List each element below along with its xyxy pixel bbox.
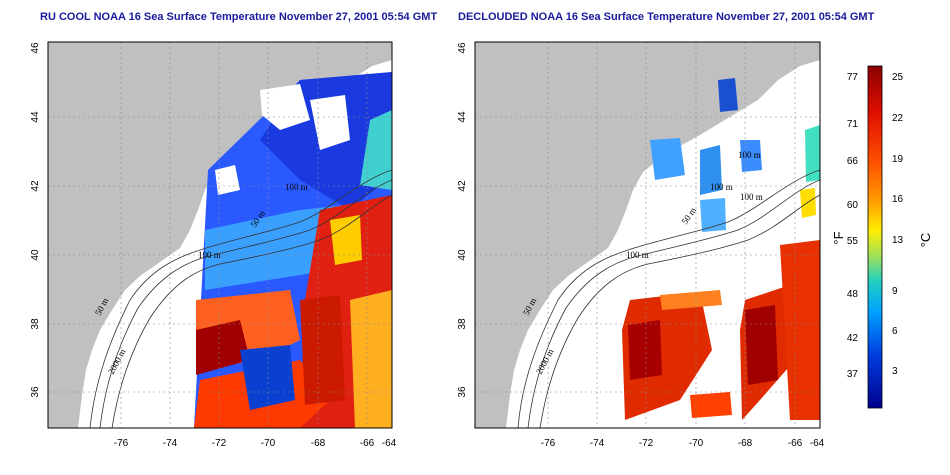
- y-tick-label: 42: [30, 180, 41, 192]
- right-x-axis: -76 -74 -72 -70 -68 -66 -64: [541, 438, 825, 449]
- x-tick-label: -64: [382, 438, 397, 449]
- left-map-frame: [47, 41, 393, 429]
- contour-label: 100 m: [626, 250, 649, 260]
- celsius-label: 22: [892, 113, 904, 124]
- x-tick-label: -72: [212, 438, 227, 449]
- right-map-frame: [474, 41, 821, 429]
- celsius-label: 3: [892, 366, 898, 377]
- celsius-label: 25: [892, 72, 904, 83]
- celsius-label: 13: [892, 235, 904, 246]
- x-tick-label: -74: [590, 438, 605, 449]
- right-panel-title: DECLOUDED NOAA 16 Sea Surface Temperatur…: [458, 11, 875, 23]
- x-tick-label: -70: [261, 438, 276, 449]
- left-x-axis: -76 -74 -72 -70 -68 -66 -64: [114, 438, 397, 449]
- y-tick-label: 46: [457, 42, 468, 54]
- left-grid: [48, 42, 392, 428]
- fahrenheit-label: 77: [847, 72, 859, 83]
- y-tick-label: 36: [30, 386, 41, 398]
- colorbar-celsius-labels: 25 22 19 16 13 9 6 3: [892, 72, 904, 377]
- x-tick-label: -72: [639, 438, 654, 449]
- right-map: 50 m 2000 m 100 m 100 m 100 m 50 m 100 m: [475, 42, 820, 428]
- y-tick-label: 40: [457, 249, 468, 261]
- colorbar-fahrenheit-labels: 77 71 66 60 55 48 42 37: [847, 72, 859, 380]
- contour-label: 100 m: [740, 192, 763, 202]
- y-tick-label: 44: [30, 111, 41, 123]
- x-tick-label: -68: [738, 438, 753, 449]
- celsius-label: 16: [892, 194, 904, 205]
- y-tick-label: 38: [30, 318, 41, 330]
- celsius-label: 6: [892, 326, 898, 337]
- x-tick-label: -68: [311, 438, 326, 449]
- x-tick-label: -66: [360, 438, 375, 449]
- y-tick-label: 38: [457, 318, 468, 330]
- celsius-unit: °C: [918, 233, 933, 248]
- x-tick-label: -64: [810, 438, 825, 449]
- fahrenheit-label: 37: [847, 369, 859, 380]
- contour-label: 100 m: [710, 182, 733, 192]
- celsius-label: 9: [892, 286, 898, 297]
- right-land: [475, 42, 820, 428]
- left-map: 50 m 2000 m 100 m 50 m 100 m: [48, 42, 392, 428]
- right-grid: [475, 42, 820, 428]
- x-tick-label: -66: [788, 438, 803, 449]
- y-tick-label: 42: [457, 180, 468, 192]
- x-tick-label: -76: [114, 438, 129, 449]
- fahrenheit-label: 42: [847, 333, 859, 344]
- fahrenheit-label: 48: [847, 289, 859, 300]
- y-tick-label: 44: [457, 111, 468, 123]
- x-tick-label: -76: [541, 438, 556, 449]
- sst-patch: [650, 138, 685, 180]
- contour-label: 100 m: [285, 182, 308, 192]
- fahrenheit-label: 55: [847, 236, 859, 247]
- left-y-axis: 36 38 40 42 44 46: [30, 42, 41, 398]
- y-tick-label: 46: [30, 42, 41, 54]
- fahrenheit-label: 71: [847, 119, 859, 130]
- right-y-axis: 36 38 40 42 44 46: [457, 42, 468, 398]
- fahrenheit-label: 66: [847, 156, 859, 167]
- fahrenheit-label: 60: [847, 200, 859, 211]
- y-tick-label: 36: [457, 386, 468, 398]
- celsius-label: 19: [892, 154, 904, 165]
- x-tick-label: -70: [689, 438, 704, 449]
- colorbar: [867, 65, 883, 409]
- fahrenheit-unit: °F: [831, 231, 846, 244]
- x-tick-label: -74: [163, 438, 178, 449]
- left-land: [48, 42, 392, 428]
- contour-label: 100 m: [738, 150, 761, 160]
- y-tick-label: 40: [30, 249, 41, 261]
- left-panel-title: RU COOL NOAA 16 Sea Surface Temperature …: [40, 11, 438, 23]
